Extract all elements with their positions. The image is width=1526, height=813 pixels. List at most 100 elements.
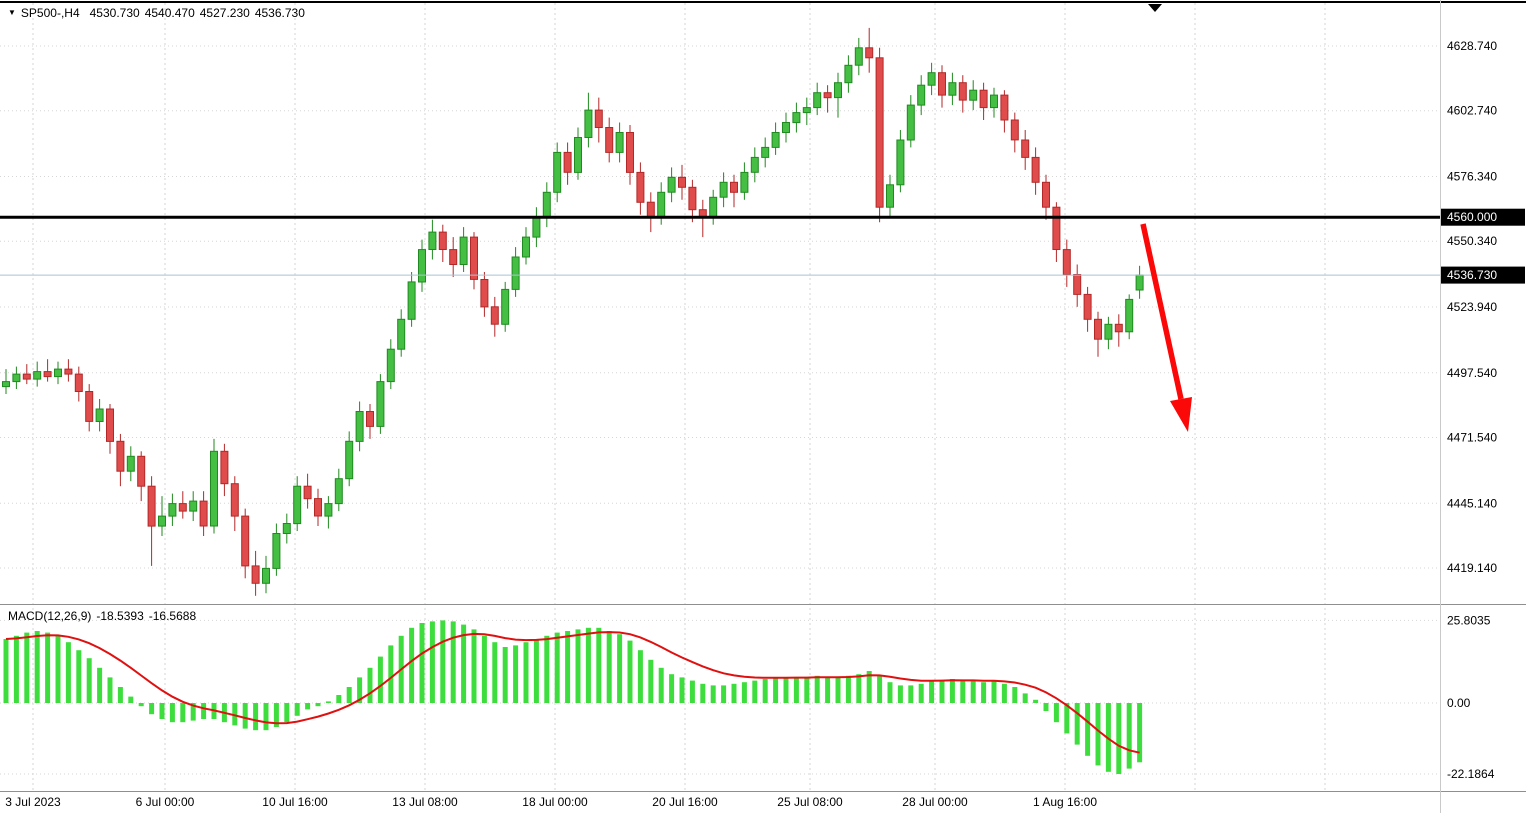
macd-bar bbox=[513, 645, 519, 703]
macd-bar bbox=[908, 685, 914, 703]
macd-bar bbox=[357, 677, 363, 703]
macd-bar bbox=[929, 680, 935, 703]
candle-body bbox=[709, 196, 718, 218]
candle-body bbox=[1000, 94, 1009, 121]
macd-bar bbox=[1085, 703, 1091, 756]
macd-bar bbox=[1095, 703, 1101, 766]
candle-body bbox=[771, 132, 780, 148]
candle-body bbox=[22, 373, 31, 380]
macd-bar bbox=[762, 679, 768, 703]
macd-bar bbox=[409, 627, 415, 703]
macd-bar bbox=[325, 701, 331, 703]
macd-bar bbox=[866, 671, 872, 703]
bar-low-value: 4527.230 bbox=[199, 6, 250, 20]
macd-bar bbox=[305, 703, 311, 710]
macd-bar bbox=[336, 695, 342, 703]
macd-bar bbox=[783, 677, 789, 703]
macd-bar bbox=[565, 631, 571, 703]
candle-body bbox=[688, 186, 697, 211]
candle-body bbox=[147, 485, 156, 527]
candle-body bbox=[262, 567, 270, 584]
macd-bar bbox=[648, 659, 654, 703]
price-axis-labels: 4628.740 4602.740 4576.340 4550.340 4523.940… bbox=[1447, 39, 1497, 781]
candle-body bbox=[64, 368, 73, 375]
candle-body bbox=[1010, 119, 1019, 141]
candle-body bbox=[584, 109, 593, 138]
macd-bar bbox=[377, 656, 383, 703]
macd-bar bbox=[856, 674, 862, 703]
macd-bar bbox=[1126, 703, 1132, 769]
candle-body bbox=[33, 371, 42, 380]
bar-high-value: 4540.470 bbox=[144, 6, 195, 20]
macd-axis-label: 0.00 bbox=[1447, 696, 1471, 710]
candle-body bbox=[511, 256, 520, 290]
candle-body bbox=[490, 306, 499, 325]
candle-body bbox=[678, 176, 686, 188]
candle-body bbox=[667, 176, 676, 193]
candle-body bbox=[438, 231, 447, 251]
macd-bar bbox=[700, 683, 706, 703]
macd-bar bbox=[1001, 683, 1007, 703]
candle-body bbox=[823, 92, 832, 99]
macd-signal-line bbox=[5, 631, 1140, 754]
macd-bar bbox=[1043, 703, 1049, 711]
candle-body bbox=[938, 72, 946, 96]
macd-bar bbox=[107, 677, 113, 703]
trend-arrow-head[interactable] bbox=[1170, 397, 1192, 432]
macd-axis-label: 25.8035 bbox=[1447, 613, 1491, 627]
candle-body bbox=[2, 381, 10, 388]
candle-body bbox=[958, 82, 967, 101]
chart-shift-marker-icon[interactable] bbox=[1148, 4, 1162, 12]
macd-bar bbox=[658, 667, 664, 703]
price-axis-label: 4602.740 bbox=[1447, 104, 1497, 118]
macd-bar bbox=[721, 685, 727, 703]
candle-body bbox=[886, 184, 894, 208]
candle-body bbox=[12, 373, 21, 383]
candle-body bbox=[54, 368, 62, 378]
candle-body bbox=[189, 500, 198, 512]
candle-body bbox=[532, 216, 541, 238]
candle-body bbox=[1135, 274, 1144, 291]
macd-bar bbox=[1064, 703, 1070, 734]
time-axis-label: 18 Jul 00:00 bbox=[522, 795, 588, 809]
candle-body bbox=[730, 181, 738, 193]
candle-body bbox=[116, 440, 125, 472]
bar-open-value: 4530.730 bbox=[89, 6, 140, 20]
macd-bar bbox=[461, 624, 467, 703]
candle-body bbox=[241, 515, 250, 567]
candle-body bbox=[719, 181, 728, 198]
macd-bar bbox=[263, 703, 269, 731]
candle-body bbox=[782, 122, 790, 133]
candle-body bbox=[293, 485, 302, 525]
candle-body bbox=[875, 57, 884, 208]
hline-price-label: 4560.000 bbox=[1447, 210, 1497, 224]
macd-bar bbox=[97, 667, 103, 703]
symbol-ohlc-header: ▼ SP500-,H4 4530.730 4540.470 4527.230 4536.7… bbox=[8, 6, 305, 20]
macd-bar bbox=[86, 658, 92, 703]
candle-body bbox=[865, 47, 874, 59]
macd-bar bbox=[877, 675, 883, 703]
candle-body bbox=[844, 64, 853, 84]
candle-body bbox=[854, 47, 863, 66]
candle-body bbox=[449, 249, 458, 266]
macd-bar bbox=[585, 627, 591, 703]
price-axis-label: 4471.540 bbox=[1447, 431, 1497, 445]
candle-body bbox=[802, 107, 811, 114]
macd-bar bbox=[918, 683, 924, 703]
time-axis-label: 6 Jul 00:00 bbox=[136, 795, 195, 809]
macd-bar bbox=[128, 696, 134, 703]
macd-bar bbox=[24, 632, 30, 703]
macd-bar bbox=[960, 680, 966, 703]
macd-bar bbox=[554, 632, 560, 703]
candle-body bbox=[615, 132, 624, 153]
time-axis-label: 1 Aug 16:00 bbox=[1033, 795, 1097, 809]
trend-arrow-shaft[interactable] bbox=[1140, 223, 1184, 400]
macd-bar bbox=[180, 703, 186, 723]
macd-bar bbox=[315, 703, 321, 707]
macd-bar bbox=[471, 629, 477, 703]
macd-bar bbox=[232, 703, 238, 726]
time-axis-label: 10 Jul 16:00 bbox=[262, 795, 328, 809]
macd-bar bbox=[65, 642, 71, 703]
macd-bar bbox=[544, 635, 550, 703]
